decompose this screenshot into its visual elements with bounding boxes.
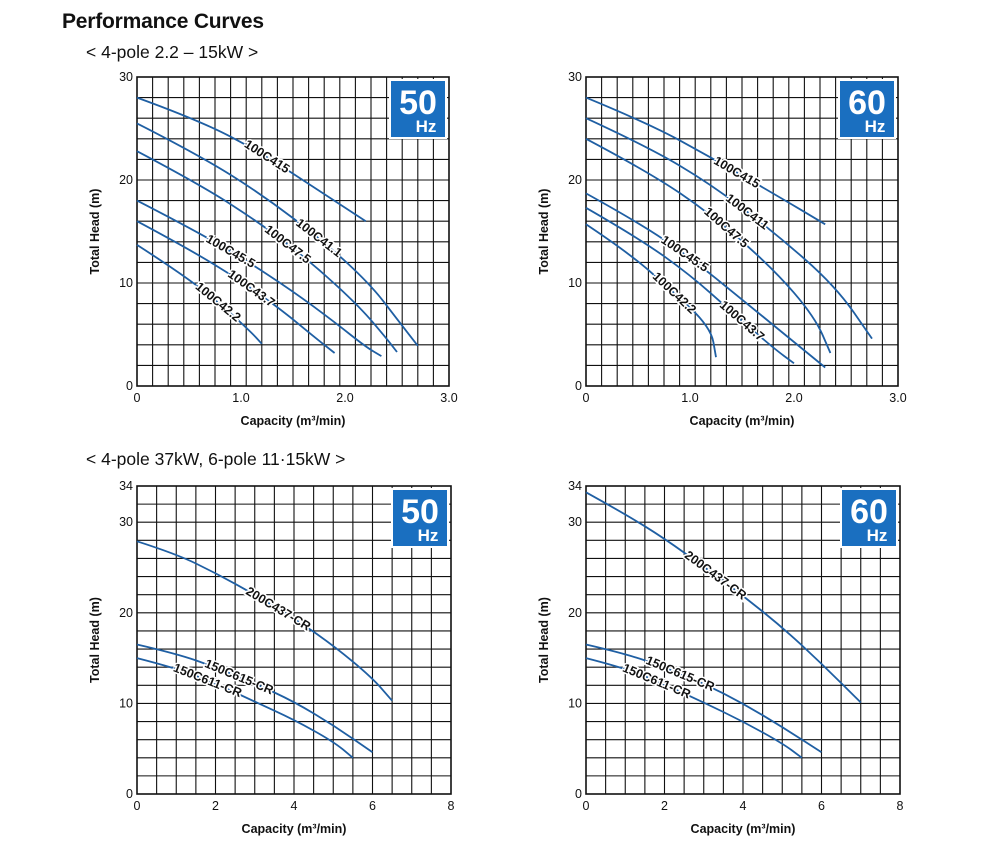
badge-unit: Hz <box>867 526 888 545</box>
y-axis-title: Total Head (m) <box>537 597 551 683</box>
x-tick-label: 3.0 <box>889 391 906 405</box>
y-tick-label: 10 <box>119 276 133 290</box>
y-tick-label: 0 <box>126 379 133 393</box>
badge-frequency: 50 <box>399 84 437 122</box>
curve-line <box>136 199 382 357</box>
curve-line <box>136 540 393 702</box>
x-tick-label: 1.0 <box>232 391 249 405</box>
badge-unit: Hz <box>416 117 437 136</box>
y-axis-title: Total Head (m) <box>88 189 102 275</box>
curve-line <box>585 207 795 365</box>
curve-line <box>136 643 374 754</box>
x-tick-label: 0 <box>134 391 141 405</box>
x-tick-label: 8 <box>897 799 904 813</box>
y-axis-title: Total Head (m) <box>88 597 102 683</box>
badge-unit: Hz <box>865 117 886 136</box>
x-axis-title: Capacity (m³/min) <box>690 414 795 428</box>
y-axis-title: Total Head (m) <box>537 189 551 275</box>
badge-frequency: 60 <box>850 493 888 531</box>
x-tick-label: 2.0 <box>785 391 802 405</box>
curve-line <box>585 192 826 369</box>
curve-line <box>136 122 419 347</box>
plot-frame <box>585 76 899 387</box>
x-tick-label: 2 <box>212 799 219 813</box>
y-tick-label: 0 <box>575 787 582 801</box>
x-tick-label: 4 <box>740 799 747 813</box>
section-title-4pole-6pole-large: < 4-pole 37kW, 6-pole 11·15kW > <box>86 449 346 469</box>
badge-box <box>393 490 447 546</box>
y-tick-label: 10 <box>568 696 582 710</box>
x-tick-label: 3.0 <box>440 391 457 405</box>
chart-grid <box>137 77 449 386</box>
badge-frequency: 60 <box>848 84 886 122</box>
x-axis-title: Capacity (m³/min) <box>691 822 796 836</box>
curve-line <box>136 657 354 759</box>
curve-line <box>136 244 263 345</box>
curve-line <box>585 223 717 358</box>
curve-line <box>585 491 862 704</box>
curve-line <box>585 117 873 340</box>
x-tick-label: 6 <box>818 799 825 813</box>
x-tick-label: 6 <box>369 799 376 813</box>
page-title: Performance Curves <box>62 10 264 33</box>
x-tick-label: 0 <box>583 391 590 405</box>
section-title-4pole-small: < 4-pole 2.2 – 15kW > <box>86 42 259 62</box>
x-axis-title: Capacity (m³/min) <box>242 822 347 836</box>
curve-line <box>585 657 803 759</box>
curve-line <box>585 643 822 754</box>
curve-line <box>136 150 398 353</box>
badge-box <box>842 490 896 546</box>
x-tick-label: 1.0 <box>681 391 698 405</box>
curve-line <box>585 96 826 226</box>
curve-line <box>585 138 832 354</box>
y-tick-label: 20 <box>119 173 133 187</box>
y-tick-label: 20 <box>568 173 582 187</box>
y-tick-label: 30 <box>119 70 133 84</box>
x-tick-label: 8 <box>448 799 455 813</box>
y-tick-label: 30 <box>568 70 582 84</box>
x-tick-label: 0 <box>134 799 141 813</box>
x-tick-label: 2.0 <box>336 391 353 405</box>
y-tick-label: 20 <box>568 606 582 620</box>
x-tick-label: 2 <box>661 799 668 813</box>
plot-frame <box>585 485 901 795</box>
badge-box <box>840 81 894 137</box>
badge-unit: Hz <box>418 526 439 545</box>
y-tick-label: 30 <box>119 515 133 529</box>
y-tick-label: 10 <box>568 276 582 290</box>
y-tick-label: 20 <box>119 606 133 620</box>
curve-line <box>136 220 336 354</box>
y-tick-label: 30 <box>568 515 582 529</box>
curve-line <box>136 96 367 222</box>
y-tick-label: 10 <box>119 696 133 710</box>
x-tick-label: 4 <box>291 799 298 813</box>
y-tick-label: 0 <box>575 379 582 393</box>
x-axis-title: Capacity (m³/min) <box>241 414 346 428</box>
badge-box <box>391 81 445 137</box>
plot-frame <box>136 485 452 795</box>
y-tick-label: 34 <box>568 479 582 493</box>
plot-frame <box>136 76 450 387</box>
x-tick-label: 0 <box>583 799 590 813</box>
y-tick-label: 0 <box>126 787 133 801</box>
badge-frequency: 50 <box>401 493 439 531</box>
y-tick-label: 34 <box>119 479 133 493</box>
